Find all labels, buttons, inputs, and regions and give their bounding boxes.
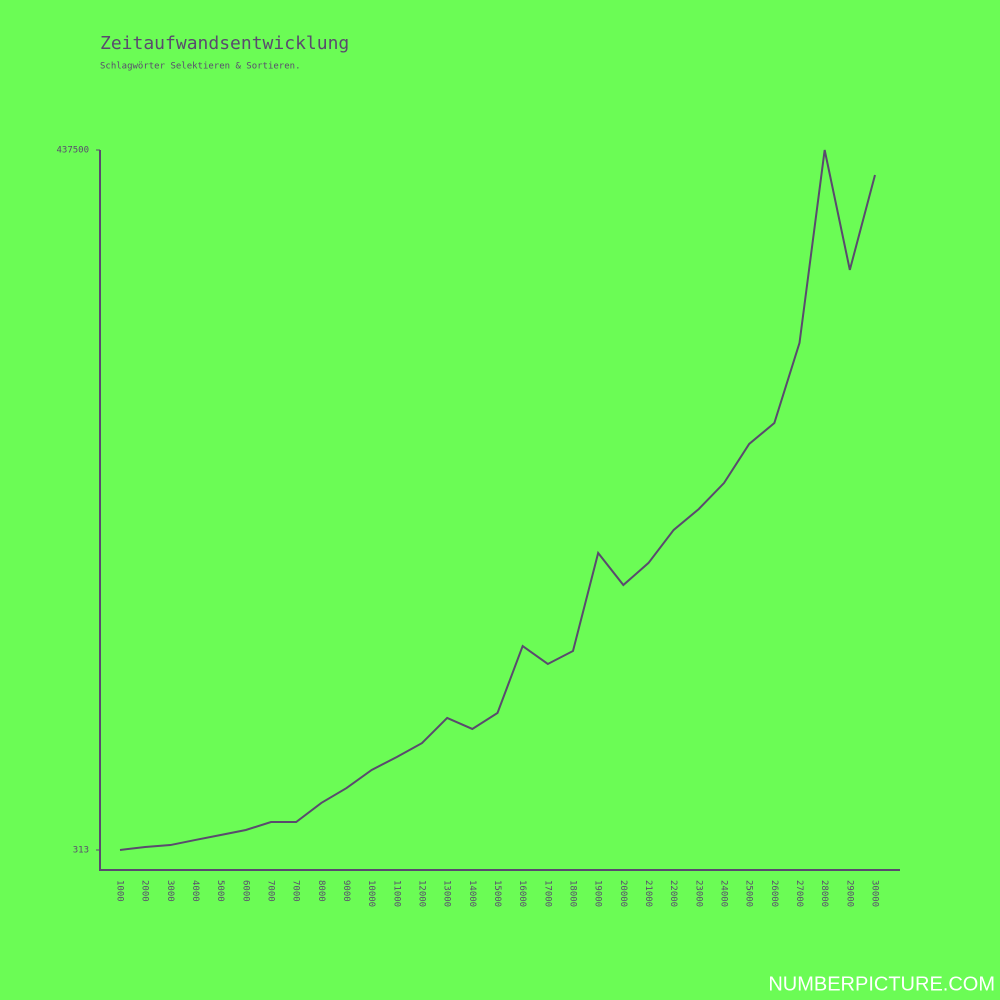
chart-title: Zeitaufwandsentwicklung — [100, 33, 349, 54]
x-tick-label: 26000 — [769, 880, 779, 907]
x-tick-label: 22000 — [668, 880, 678, 907]
x-tick-label: 27000 — [794, 880, 804, 907]
x-tick-label: 8000 — [316, 880, 326, 902]
x-tick-label: 9000 — [341, 880, 351, 902]
x-tick-label: 18000 — [568, 880, 578, 907]
chart-subtitle: Schlagwörter Selektieren & Sortieren. — [100, 62, 300, 72]
x-tick-label: 7000 — [266, 880, 276, 902]
x-tick-label: 14000 — [467, 880, 477, 907]
x-tick-label: 13000 — [442, 880, 452, 907]
y-tick-label: 313 — [73, 846, 89, 856]
x-tick-label: 7000 — [291, 880, 301, 902]
x-tick-label: 30000 — [870, 880, 880, 907]
x-tick-label: 2000 — [140, 880, 150, 902]
x-tick-label: 29000 — [844, 880, 854, 907]
x-tick-label: 21000 — [643, 880, 653, 907]
x-tick-label: 28000 — [819, 880, 829, 907]
x-tick-label: 16000 — [517, 880, 527, 907]
x-tick-label: 23000 — [693, 880, 703, 907]
x-tick-label: 3000 — [165, 880, 175, 902]
x-tick-label: 24000 — [719, 880, 729, 907]
x-tick-label: 6000 — [240, 880, 250, 902]
x-tick-label: 19000 — [593, 880, 603, 907]
x-tick-label: 10000 — [366, 880, 376, 907]
x-tick-label: 20000 — [618, 880, 628, 907]
x-tick-label: 25000 — [744, 880, 754, 907]
line — [119, 149, 876, 851]
x-tick-label: 15000 — [492, 880, 502, 907]
footer: NUMBERPICTURE.COM — [768, 973, 995, 995]
x-tick-label: 17000 — [542, 880, 552, 907]
x-tick-label: 4000 — [190, 880, 200, 902]
y-tick-label: 437500 — [56, 146, 89, 156]
x-tick-label: 12000 — [417, 880, 427, 907]
x-tick-label: 5000 — [215, 880, 225, 902]
x-tick-label: 11000 — [391, 880, 401, 907]
x-tick-label: 1000 — [115, 880, 125, 902]
